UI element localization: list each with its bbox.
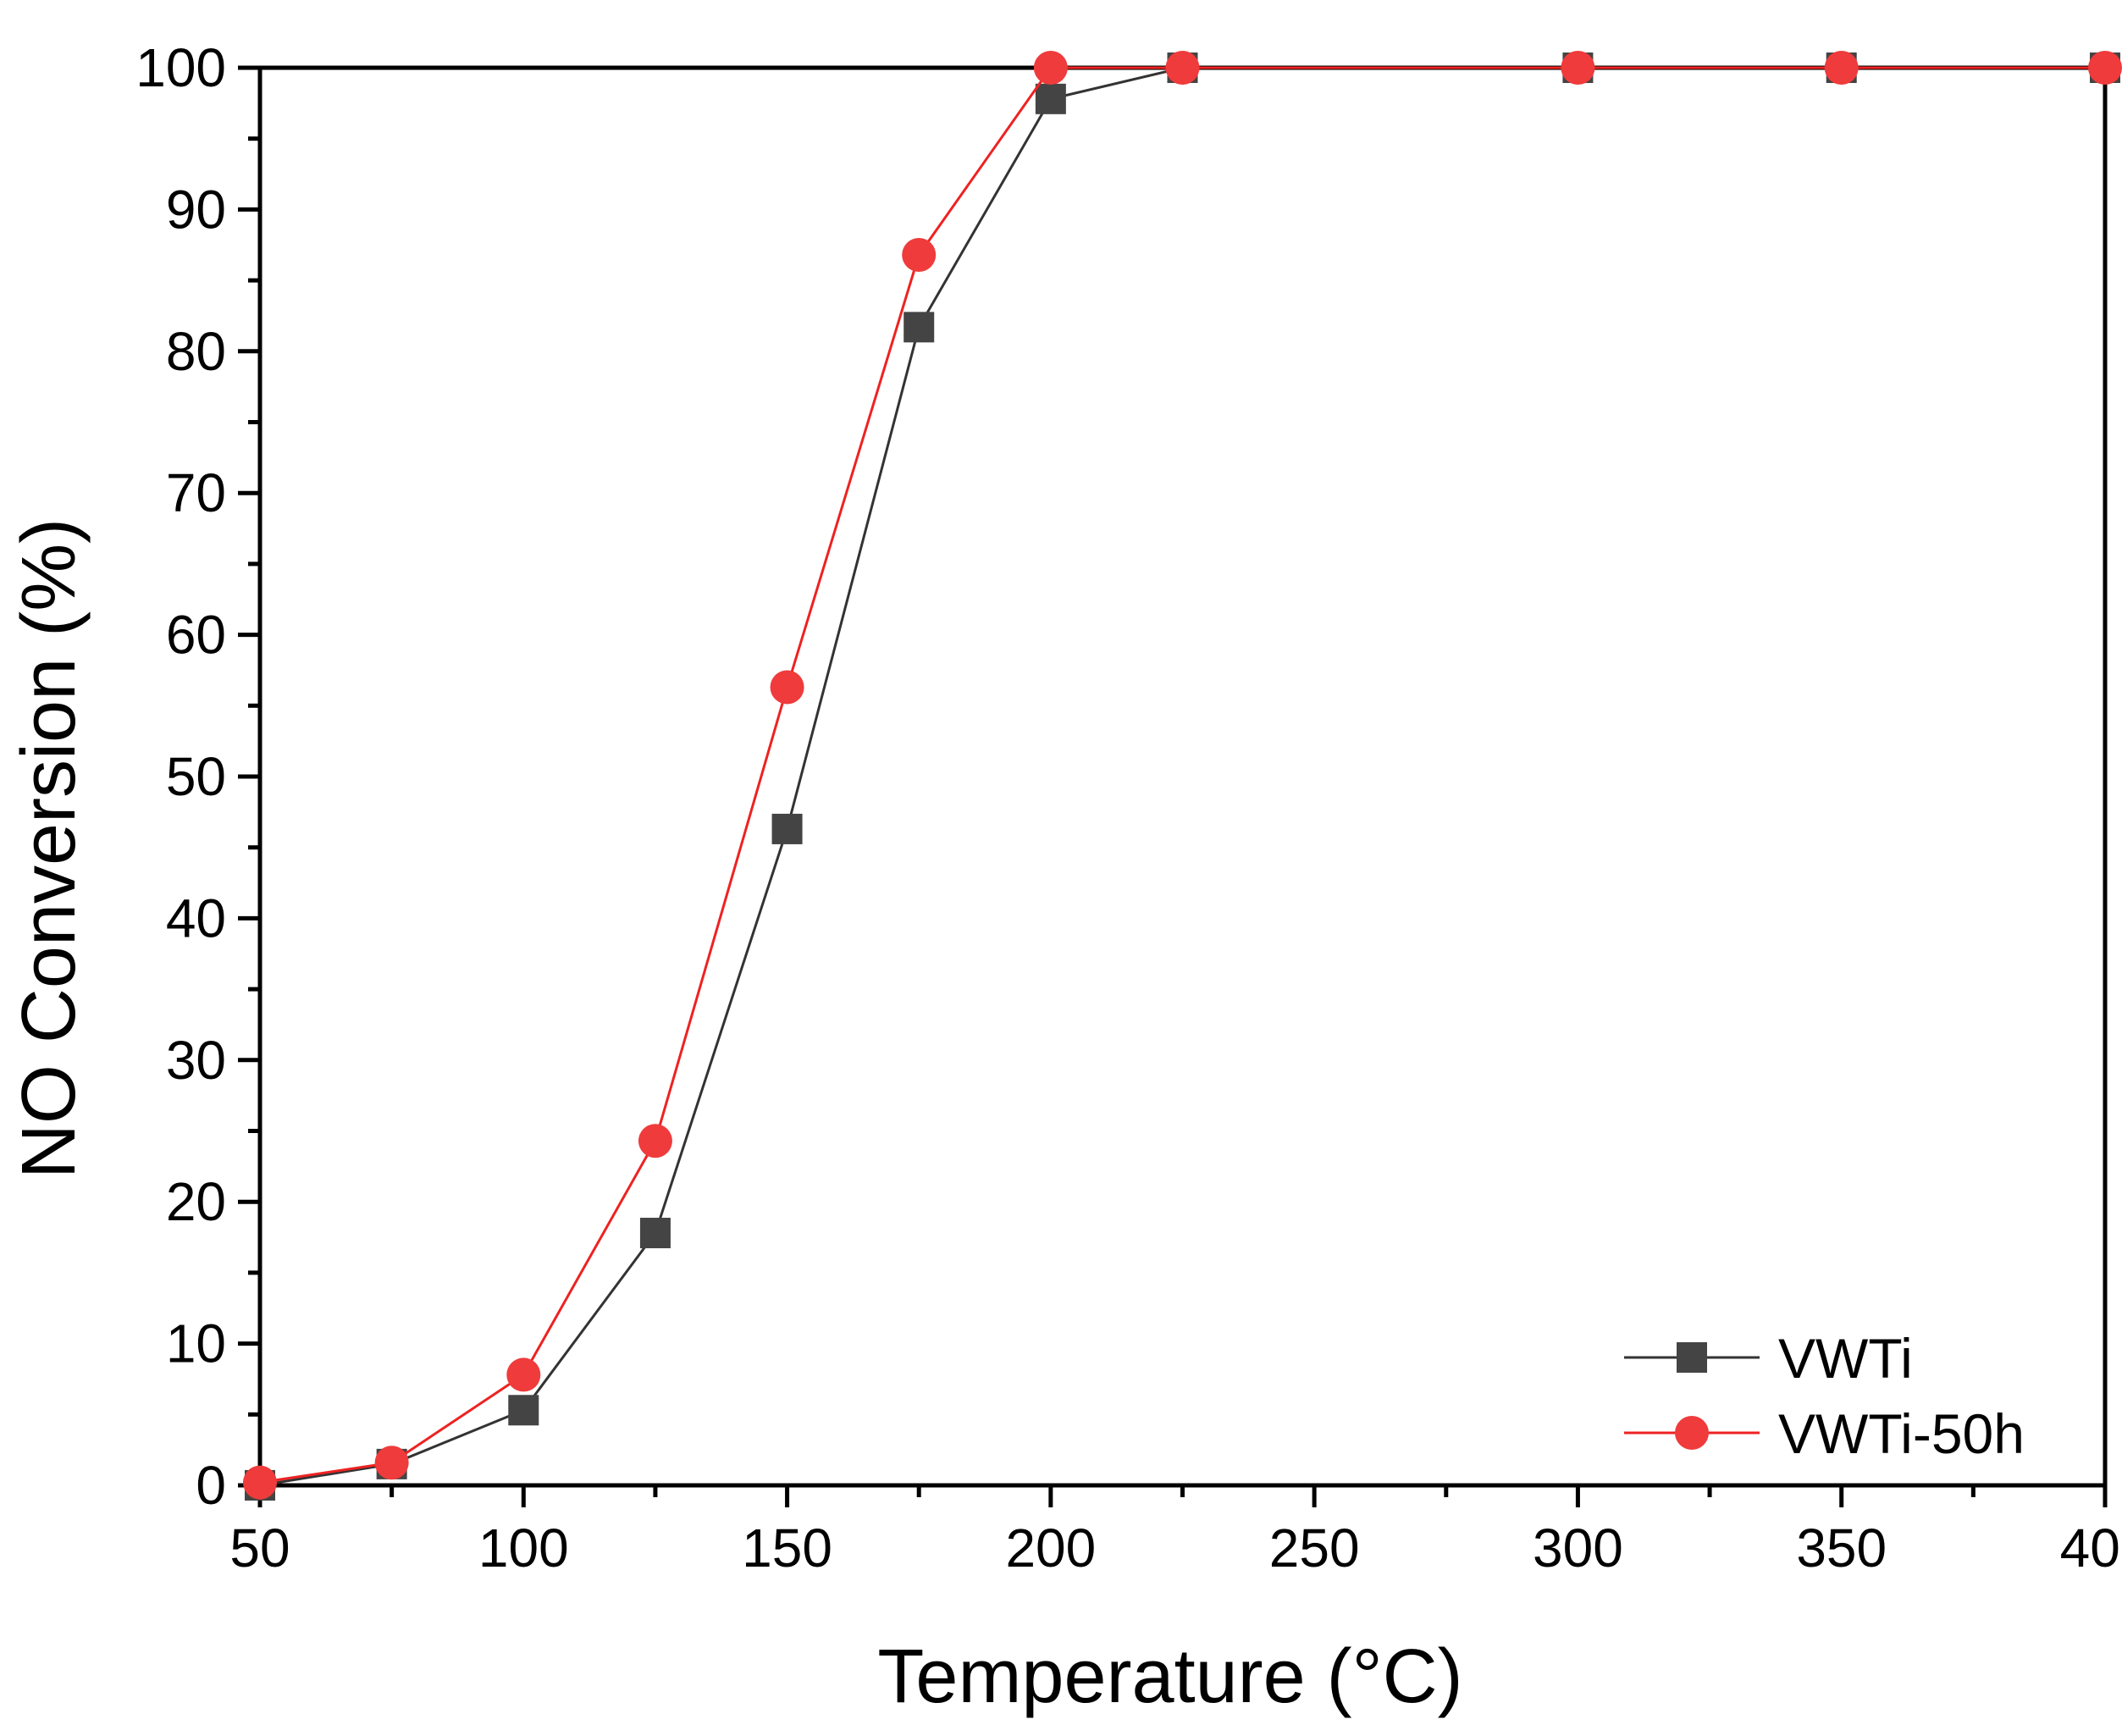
data-point-circle bbox=[902, 237, 937, 272]
y-tick-label: 10 bbox=[166, 1313, 226, 1374]
y-axis-title: NO Conversion (%) bbox=[7, 518, 91, 1179]
data-point-circle bbox=[243, 1465, 277, 1500]
axis-ticks bbox=[238, 65, 2108, 1507]
x-tick-label: 50 bbox=[229, 1518, 290, 1578]
data-point-circle bbox=[1033, 51, 1068, 85]
plot-frame bbox=[257, 65, 2108, 1488]
data-point-square bbox=[904, 312, 935, 343]
data-point-circle bbox=[2088, 51, 2122, 85]
data-point-square bbox=[771, 813, 803, 844]
data-point-square bbox=[639, 1218, 671, 1249]
y-tick-label: 20 bbox=[166, 1171, 226, 1232]
x-tick-label: 150 bbox=[742, 1518, 832, 1578]
data-point-circle bbox=[638, 1124, 672, 1158]
y-tick-label: 60 bbox=[166, 605, 226, 666]
data-point-circle bbox=[1824, 51, 1859, 85]
series-vwti bbox=[245, 53, 2120, 1501]
y-tick-label: 50 bbox=[166, 746, 226, 807]
x-tick-label: 100 bbox=[478, 1518, 569, 1578]
data-point-circle bbox=[1165, 51, 1200, 85]
series-line bbox=[259, 66, 2105, 1487]
data-point-circle bbox=[374, 1446, 409, 1480]
y-tick-label: 70 bbox=[166, 462, 226, 523]
y-tick-label: 0 bbox=[196, 1455, 226, 1516]
x-tick-label: 300 bbox=[1533, 1518, 1623, 1578]
y-tick-label: 30 bbox=[166, 1030, 226, 1091]
x-tick-label: 200 bbox=[1005, 1518, 1096, 1578]
data-point-square bbox=[508, 1395, 539, 1426]
data-point-square bbox=[1035, 83, 1066, 114]
legend-item: VWTi bbox=[1624, 1327, 1913, 1390]
legend-item: VWTi-50h bbox=[1624, 1402, 2025, 1465]
y-tick-label: 80 bbox=[166, 321, 226, 382]
y-tick-label: 90 bbox=[166, 179, 226, 240]
y-tick-label: 40 bbox=[166, 887, 226, 948]
x-tick-label: 400 bbox=[2060, 1518, 2122, 1578]
axis-tick-labels: 50 100 150 200 250 300 350 400 0 10 20 30 40 50 60 70 80… bbox=[135, 37, 2122, 1578]
data-point-circle bbox=[770, 670, 804, 705]
data-point-circle bbox=[506, 1357, 541, 1392]
x-axis-title: Temperature (°C) bbox=[877, 1634, 1462, 1719]
legend-label: VWTi bbox=[1778, 1327, 1913, 1390]
y-tick-label: 100 bbox=[135, 37, 226, 98]
legend: VWTi VWTi-50h bbox=[1624, 1327, 2025, 1465]
series-line bbox=[259, 66, 2105, 1484]
x-tick-label: 250 bbox=[1269, 1518, 1360, 1578]
data-series bbox=[243, 51, 2122, 1501]
x-tick-label: 350 bbox=[1796, 1518, 1887, 1578]
plot-border bbox=[257, 65, 2108, 1488]
series-vwti-50h bbox=[243, 51, 2122, 1500]
legend-marker-circle bbox=[1675, 1416, 1709, 1450]
data-point-circle bbox=[1561, 51, 1595, 85]
legend-marker-square bbox=[1677, 1342, 1707, 1373]
legend-label: VWTi-50h bbox=[1778, 1402, 2025, 1465]
